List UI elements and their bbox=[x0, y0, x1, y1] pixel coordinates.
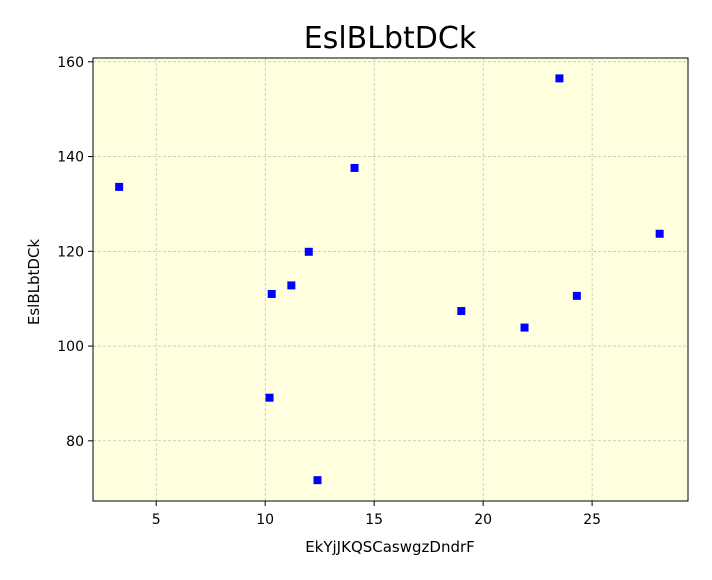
data-point bbox=[350, 163, 359, 172]
data-point bbox=[313, 476, 322, 485]
data-points bbox=[115, 74, 664, 485]
y-tick-label: 140 bbox=[57, 150, 84, 166]
x-tick-label: 20 bbox=[474, 512, 492, 528]
y-tick-label: 100 bbox=[57, 339, 84, 355]
y-tick-label: 80 bbox=[66, 434, 84, 450]
data-point bbox=[520, 323, 529, 332]
data-point bbox=[265, 393, 274, 402]
x-tick-label: 15 bbox=[365, 512, 383, 528]
y-axis-label: EslBLbtDCk bbox=[25, 239, 43, 326]
data-point bbox=[572, 291, 581, 300]
data-point bbox=[287, 281, 296, 290]
x-axis-label: EkYjJKQSCaswgzDndrF bbox=[305, 538, 475, 556]
chart-title: EslBLbtDCk bbox=[304, 21, 477, 56]
data-point bbox=[555, 74, 564, 83]
x-tick-label: 5 bbox=[152, 512, 161, 528]
x-tick-label: 10 bbox=[256, 512, 274, 528]
grid-lines bbox=[93, 58, 688, 501]
plot-frame bbox=[92, 57, 689, 502]
data-point bbox=[655, 229, 664, 238]
data-point bbox=[304, 247, 313, 256]
y-tick-label: 120 bbox=[57, 244, 84, 260]
plot-area bbox=[93, 58, 688, 501]
data-point bbox=[267, 289, 276, 298]
axis-ticks: 5 10 15 20 25 80 100 120 140 160 bbox=[57, 55, 601, 528]
x-tick-label: 25 bbox=[583, 512, 601, 528]
data-point bbox=[115, 182, 124, 191]
data-point bbox=[457, 307, 466, 316]
y-tick-label: 160 bbox=[57, 55, 84, 71]
